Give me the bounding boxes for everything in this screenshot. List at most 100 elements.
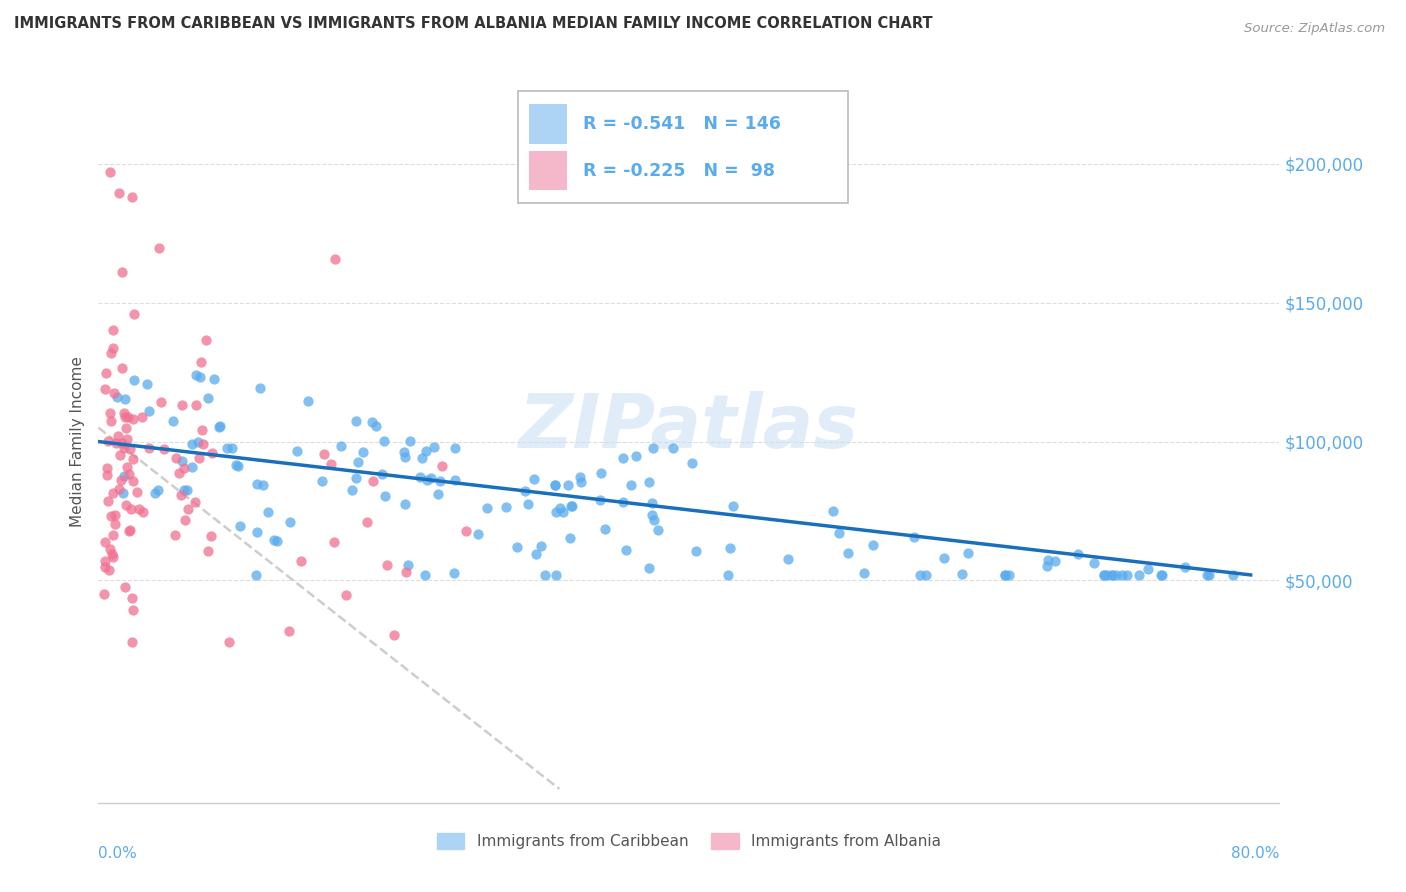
Point	[1094, 568, 1116, 582]
Text: Source: ZipAtlas.com: Source: ZipAtlas.com	[1244, 22, 1385, 36]
Point	[181, 460, 204, 475]
Point	[105, 390, 128, 404]
Point	[225, 458, 247, 472]
Point	[177, 501, 200, 516]
Point	[221, 441, 243, 455]
Point	[312, 447, 335, 461]
Point	[560, 531, 582, 545]
Point	[149, 394, 172, 409]
Point	[97, 493, 120, 508]
Point	[121, 190, 143, 204]
Point	[181, 437, 204, 451]
Point	[202, 371, 225, 385]
Point	[862, 538, 884, 552]
Point	[165, 451, 187, 466]
Point	[569, 475, 592, 489]
Point	[114, 409, 136, 424]
Point	[122, 372, 145, 386]
Point	[148, 483, 170, 498]
Point	[422, 440, 444, 454]
Point	[399, 434, 422, 449]
Point	[344, 414, 367, 428]
Point	[245, 568, 267, 582]
Point	[114, 442, 136, 456]
Point	[647, 523, 669, 537]
Point	[638, 561, 661, 575]
Point	[173, 460, 195, 475]
Point	[111, 264, 134, 278]
Point	[1198, 568, 1220, 582]
Point	[191, 437, 214, 451]
Point	[994, 568, 1017, 582]
Point	[217, 441, 239, 455]
Point	[100, 164, 122, 178]
Point	[167, 467, 190, 481]
Point	[121, 591, 143, 605]
Text: IMMIGRANTS FROM CARIBBEAN VS IMMIGRANTS FROM ALBANIA MEDIAN FAMILY INCOME CORREL: IMMIGRANTS FROM CARIBBEAN VS IMMIGRANTS …	[14, 16, 932, 31]
Y-axis label: Median Family Income: Median Family Income	[69, 356, 84, 527]
Point	[375, 558, 398, 572]
Point	[93, 587, 115, 601]
Point	[184, 494, 207, 508]
Point	[201, 445, 224, 459]
FancyBboxPatch shape	[530, 103, 567, 144]
Point	[443, 473, 465, 487]
Point	[641, 508, 664, 522]
Point	[524, 547, 547, 561]
Point	[612, 450, 634, 465]
Point	[114, 392, 136, 406]
Point	[776, 552, 799, 566]
Point	[98, 542, 121, 557]
Point	[256, 505, 278, 519]
Point	[1116, 568, 1139, 582]
Point	[107, 482, 129, 496]
Point	[263, 533, 285, 547]
Text: 0.0%: 0.0%	[98, 847, 138, 861]
Point	[226, 458, 249, 473]
Point	[853, 566, 876, 581]
Point	[374, 490, 396, 504]
Point	[373, 434, 395, 448]
Point	[593, 522, 616, 536]
Point	[344, 471, 367, 485]
Point	[411, 450, 433, 465]
Point	[323, 252, 346, 266]
Point	[560, 500, 582, 514]
Point	[117, 460, 139, 475]
Point	[97, 434, 120, 448]
Point	[96, 467, 118, 482]
Point	[184, 368, 207, 382]
Point	[170, 488, 193, 502]
Point	[523, 472, 546, 486]
Point	[115, 498, 138, 512]
Point	[827, 525, 849, 540]
Point	[98, 406, 121, 420]
Point	[143, 485, 166, 500]
Point	[994, 568, 1017, 582]
Point	[1095, 568, 1118, 582]
Point	[443, 566, 465, 581]
FancyBboxPatch shape	[517, 91, 848, 203]
Point	[643, 513, 665, 527]
Point	[165, 528, 187, 542]
Point	[135, 377, 157, 392]
Point	[934, 551, 956, 566]
Point	[138, 441, 160, 455]
Point	[132, 505, 155, 519]
Point	[361, 474, 384, 488]
Point	[454, 524, 477, 538]
Point	[1128, 568, 1150, 582]
Text: R = -0.541   N = 146: R = -0.541 N = 146	[582, 115, 780, 133]
Point	[1195, 568, 1218, 582]
Point	[394, 497, 416, 511]
Point	[513, 484, 536, 499]
Point	[1222, 568, 1244, 582]
Point	[249, 381, 271, 395]
Point	[114, 581, 136, 595]
Point	[641, 442, 664, 456]
Point	[681, 456, 703, 470]
Point	[335, 589, 357, 603]
Point	[208, 420, 231, 434]
Point	[103, 528, 125, 542]
Point	[626, 449, 648, 463]
